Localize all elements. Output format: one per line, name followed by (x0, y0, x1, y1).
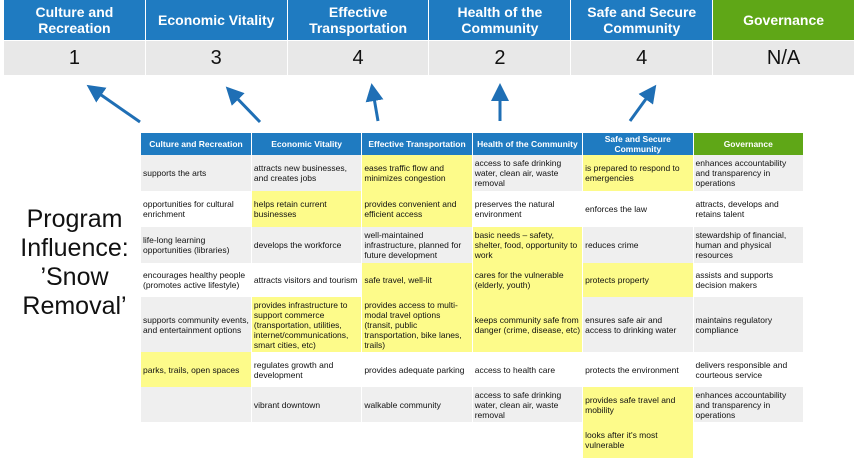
table-cell (141, 422, 252, 458)
table-cell: attracts new businesses, and creates job… (251, 155, 363, 191)
summary-grid: Culture and Recreation 1 Economic Vitality… (4, 0, 855, 75)
arrows (86, 83, 657, 124)
table-cell: delivers responsible and courteous servi… (693, 352, 805, 387)
table-cell (472, 422, 584, 458)
table-cell: enhances accountability and transparency… (693, 155, 805, 191)
table-row: encourages healthy people (promotes acti… (141, 263, 805, 297)
table-cell: keeps community safe from danger (crime,… (472, 297, 584, 352)
table-cell: eases traffic flow and minimizes congest… (361, 155, 473, 191)
column-header: Effective Transportation (361, 133, 473, 155)
table-row: opportunities for cultural enrichment hel… (141, 191, 805, 227)
column-header: Governance (693, 133, 805, 155)
table-cell: encourages healthy people (promotes acti… (141, 263, 252, 297)
table-cell: regulates growth and development (251, 352, 363, 387)
column-header: Culture and Recreation (141, 133, 252, 155)
table-cell: enhances accountability and transparency… (693, 387, 805, 422)
table-cell: ensures safe air and access to drinking … (582, 297, 694, 352)
table-row: supports community events, and entertain… (141, 297, 805, 352)
summary-header: Effective Transportation (287, 0, 430, 40)
summary-value: 4 (287, 40, 430, 75)
table-cell: cares for the vulnerable (elderly, youth… (472, 263, 584, 297)
table-cell (361, 422, 473, 458)
table-cell: access to safe drinking water, clean air… (472, 155, 584, 191)
table-cell: develops the workforce (251, 227, 363, 263)
summary-value: N/A (713, 40, 855, 75)
table-cell: assists and supports decision makers (693, 263, 805, 297)
table-cell: protects the environment (582, 352, 694, 387)
summary-value: 4 (571, 40, 714, 75)
table-cell: provides safe travel and mobility (582, 387, 694, 422)
table-cell: supports the arts (141, 155, 252, 191)
table-cell: reduces crime (582, 227, 694, 263)
column-header: Health of the Community (472, 133, 584, 155)
arrow-icon (628, 84, 657, 122)
table-cell: provides adequate parking (361, 352, 473, 387)
summary-header: Governance (713, 0, 855, 40)
table-cell: attracts visitors and tourism (251, 263, 363, 297)
arrow-icon (86, 84, 141, 124)
table-row: vibrant downtown walkable community access… (141, 387, 805, 422)
table-cell: provides convenient and efficient access (361, 191, 473, 227)
table-cell: is prepared to respond to emergencies (582, 155, 694, 191)
table-cell: protects property (582, 263, 694, 297)
table-cell: helps retain current businesses (251, 191, 363, 227)
table-cell: enforces the law (582, 191, 694, 227)
influence-table: Culture and Recreation Economic Vitality E… (141, 133, 805, 458)
table-row: supports the arts attracts new businesses… (141, 155, 805, 191)
table-cell (141, 387, 252, 422)
table-cell: well-maintained infrastructure, planned … (361, 227, 473, 263)
summary-header: Health of the Community (429, 0, 572, 40)
column-header: Economic Vitality (251, 133, 363, 155)
summary-value: 2 (429, 40, 572, 75)
table-cell: maintains regulatory compliance (693, 297, 805, 352)
summary-header: Economic Vitality (145, 0, 288, 40)
table-cell: provides access to multi-modal travel op… (361, 297, 473, 352)
table-cell: life-long learning opportunities (librar… (141, 227, 252, 263)
table-cell (693, 422, 805, 458)
table-cell: basic needs – safety, shelter, food, opp… (472, 227, 584, 263)
summary-value: 3 (145, 40, 288, 75)
table-row: life-long learning opportunities (librar… (141, 227, 805, 263)
summary-header: Safe and Secure Community (571, 0, 714, 40)
table-cell: safe travel, well-lit (361, 263, 473, 297)
arrow-icon (365, 83, 384, 122)
table-cell: looks after it's most vulnerable (582, 422, 694, 458)
table-cell: vibrant downtown (251, 387, 363, 422)
table-cell: stewardship of financial, human and phys… (693, 227, 805, 263)
table-cell: parks, trails, open spaces (141, 352, 252, 387)
column-header: Safe and Secure Community (582, 133, 694, 155)
table-cell: provides infrastructure to support comme… (251, 297, 363, 352)
table-cell: supports community events, and entertain… (141, 297, 252, 352)
table-cell: preserves the natural environment (472, 191, 584, 227)
table-cell: access to health care (472, 352, 584, 387)
table-cell (251, 422, 363, 458)
table-cell: opportunities for cultural enrichment (141, 191, 252, 227)
table-cell: access to safe drinking water, clean air… (472, 387, 584, 422)
arrow-icon (225, 86, 262, 124)
side-title: Program Influence: ’Snow Removal’ (20, 205, 129, 320)
table-cell: walkable community (361, 387, 473, 422)
summary-header: Culture and Recreation (4, 0, 146, 40)
table-row: looks after it's most vulnerable (141, 422, 805, 458)
summary-value: 1 (4, 40, 146, 75)
table-cell: attracts, develops and retains talent (693, 191, 805, 227)
table-row: parks, trails, open spaces regulates grow… (141, 352, 805, 387)
